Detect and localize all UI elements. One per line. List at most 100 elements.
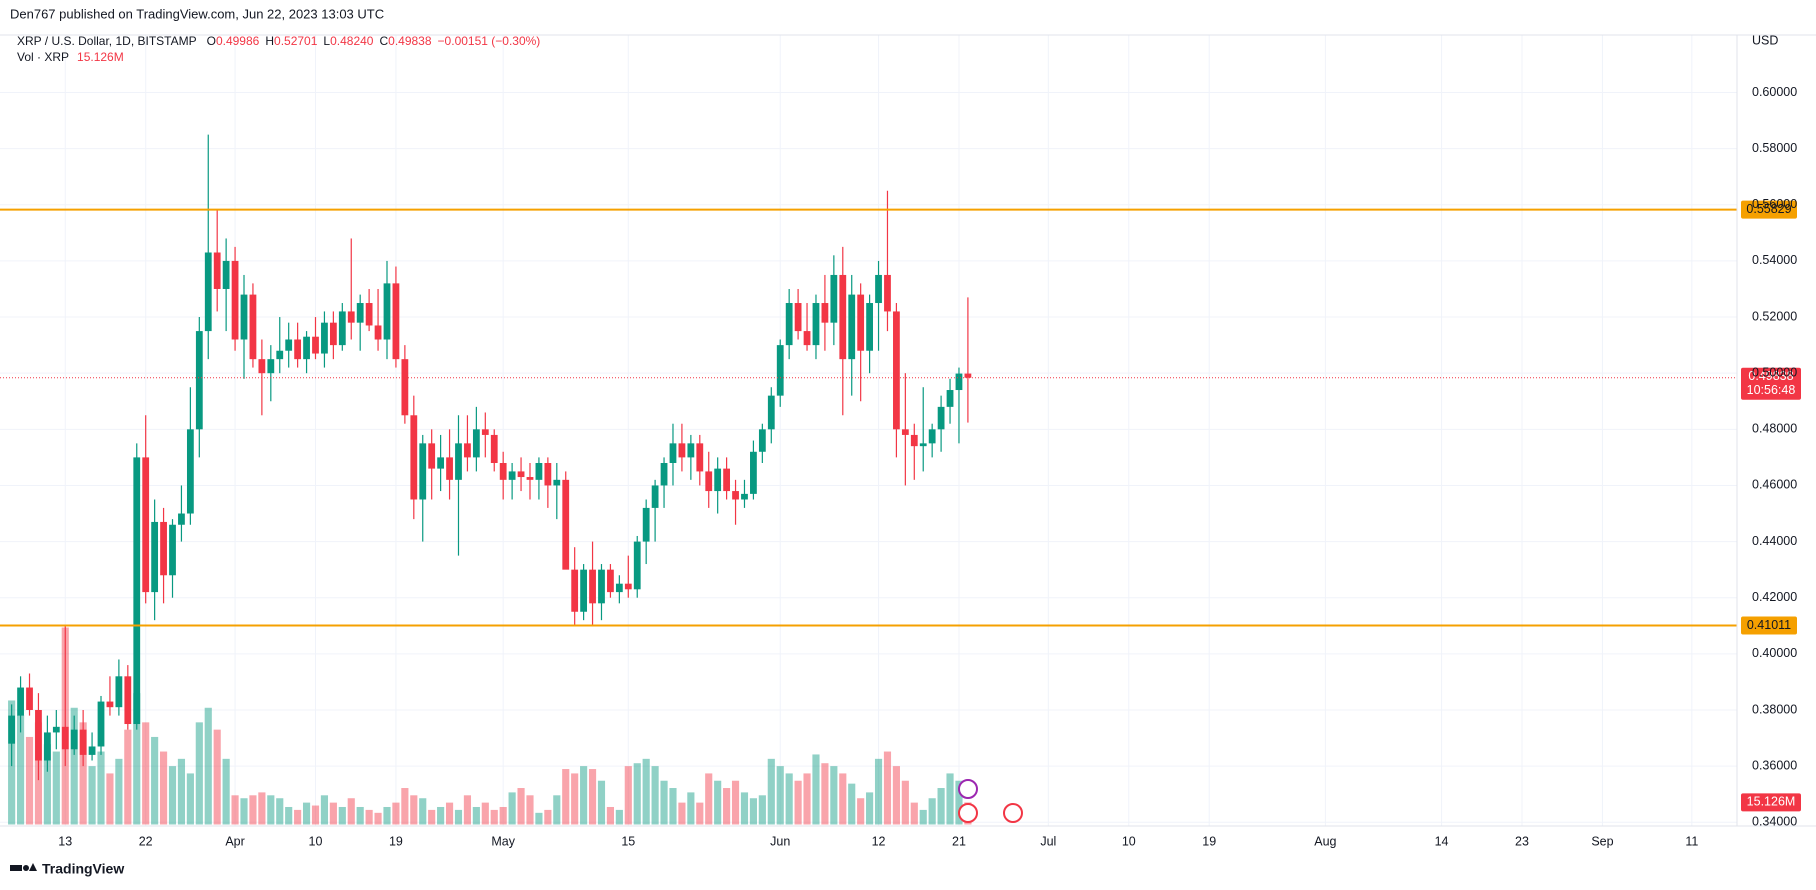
ohlc-key: O [207, 34, 216, 48]
volume-bar [454, 809, 463, 825]
volume-bar [445, 802, 454, 825]
level-label: 0.55829 [1746, 202, 1791, 216]
candle-body [338, 311, 346, 346]
volume-bar [955, 780, 963, 825]
candle-body [231, 260, 239, 340]
logo [10, 863, 37, 871]
x-tick-label: 11 [1685, 834, 1698, 848]
x-tick-label: Jul [1040, 834, 1056, 848]
candle-body [687, 443, 695, 458]
volume-bar [213, 729, 221, 825]
x-tick-label: 10 [1122, 834, 1136, 848]
y-tick-label: 0.46000 [1752, 478, 1797, 492]
volume-bar [311, 805, 320, 825]
candle-body [124, 676, 132, 725]
candle-body [946, 390, 954, 407]
candle-body [598, 569, 605, 604]
volume-bar [70, 707, 78, 825]
candle-body [633, 541, 641, 590]
candle-body [544, 462, 552, 486]
candle-body [401, 359, 409, 416]
x-tick-label: 22 [139, 834, 153, 848]
volume-bar [401, 788, 409, 825]
volume-bar [177, 758, 186, 825]
candle-body [35, 709, 42, 761]
candle-body [455, 443, 462, 480]
candle-body [490, 434, 498, 463]
candle-body [392, 283, 400, 360]
level-label-bg [1741, 200, 1797, 219]
volume-bar [883, 751, 892, 825]
candle-body [580, 569, 588, 612]
candle-body [142, 457, 150, 593]
volume-bar [320, 795, 329, 825]
candle-body [213, 252, 221, 289]
candle-body [794, 303, 802, 332]
volume-bar [490, 809, 498, 825]
volume-bar [615, 809, 623, 825]
volume-bar [919, 809, 927, 825]
candle-body [195, 331, 203, 430]
symbol-legend: XRP / U.S. Dollar, 1D, BITSTAMP O0.49986 H… [17, 34, 540, 48]
volume-bar [785, 773, 793, 825]
volume-bar [758, 795, 766, 825]
candle-body [428, 443, 436, 469]
volume-bar [857, 798, 865, 825]
candle-body [249, 294, 257, 360]
candle-body [446, 457, 453, 480]
volume-bar [231, 795, 239, 825]
candle-body [624, 583, 632, 590]
candle-body [839, 274, 847, 360]
published-line: Den767 published on TradingView.com, Jun… [10, 6, 384, 21]
symbol: XRP / U.S. Dollar, 1D, BITSTAMP [17, 34, 197, 48]
candle-body [43, 732, 51, 761]
candle-body [347, 311, 355, 323]
candle-body [294, 339, 302, 360]
volume-bar [276, 798, 284, 825]
volume-bar [410, 795, 418, 825]
candle-body [660, 462, 668, 486]
volume-bar [52, 751, 60, 825]
candle-body [499, 462, 507, 480]
candle-body [732, 491, 739, 500]
y-tick-label: 0.54000 [1752, 253, 1797, 267]
candle-body [312, 336, 319, 354]
candle-body [535, 462, 543, 480]
volume-legend: Vol · XRP 15.126M [17, 50, 124, 64]
candle-body [937, 406, 945, 430]
volume-bar [106, 773, 114, 825]
candle-body [553, 479, 561, 486]
ohlc-value: 0.49838 [388, 34, 432, 48]
ohlc-value: 0.48240 [330, 34, 374, 48]
volume-bar [678, 802, 686, 825]
level-label: 0.41011 [1747, 618, 1791, 632]
volume-bar [222, 758, 230, 825]
candle-body [607, 569, 614, 593]
volume-bar [88, 766, 96, 825]
candle-body [875, 274, 882, 304]
candle-body [750, 451, 757, 494]
countdown: 10:56:48 [1747, 383, 1796, 397]
volume-bar [338, 806, 346, 825]
candle-body [589, 569, 596, 604]
candle-body [803, 331, 811, 346]
volume-bar [133, 693, 141, 825]
volume-bar [535, 812, 543, 825]
candle-body [615, 583, 623, 593]
candle-body [222, 260, 230, 289]
volume-bar [901, 780, 909, 825]
candle-body [356, 303, 364, 323]
volume-bar [633, 763, 641, 825]
candle-body [508, 471, 516, 480]
volume-bar [258, 792, 266, 825]
volume-bar [43, 744, 51, 825]
candle-body [964, 373, 972, 378]
candle-body [365, 303, 373, 326]
volume-bar [821, 763, 829, 825]
volume-bar [374, 812, 382, 825]
candle-body [383, 283, 391, 340]
brand: TradingView [42, 861, 124, 877]
candle-body [285, 339, 293, 351]
candle-body [88, 746, 96, 755]
